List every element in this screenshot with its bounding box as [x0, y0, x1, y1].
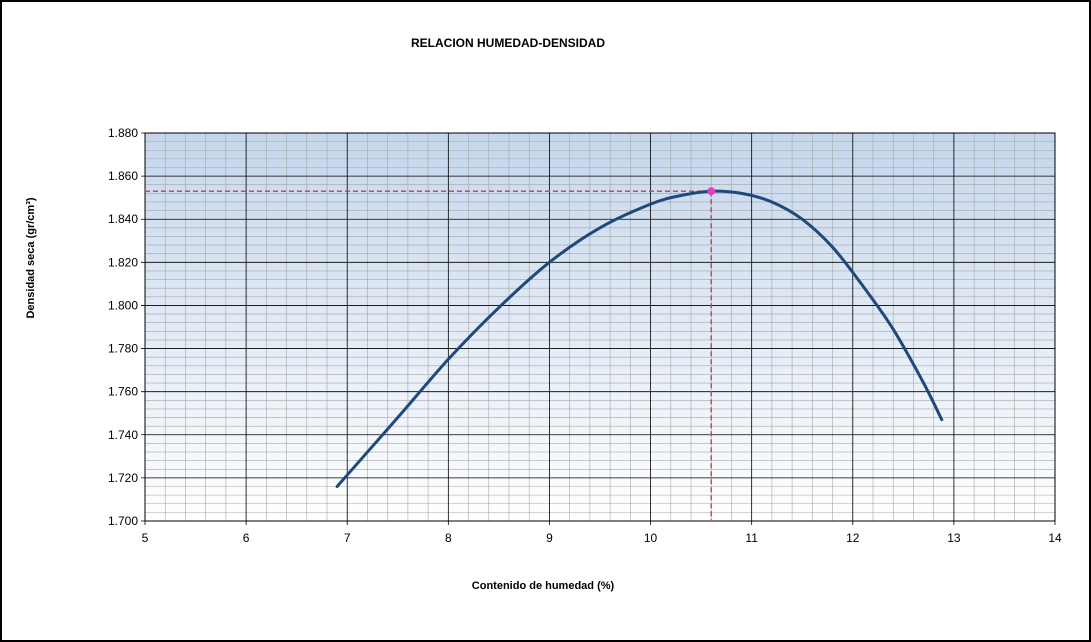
x-tick-label: 13	[947, 531, 961, 545]
plot-border	[144, 132, 1056, 522]
y-tick-label: 1.800	[108, 298, 138, 312]
y-tick-label: 1.860	[108, 169, 138, 183]
minor-gridlines	[145, 133, 1055, 521]
x-tick-label: 7	[344, 531, 351, 545]
x-tick-label: 5	[142, 531, 149, 545]
y-tick-label: 1.760	[108, 385, 138, 399]
x-tick-label: 6	[243, 531, 250, 545]
x-tick-label: 12	[846, 531, 860, 545]
y-tick-label: 1.840	[108, 212, 138, 226]
y-tick-label: 1.720	[108, 471, 138, 485]
y-tick-label: 1.880	[108, 126, 138, 140]
y-tick-labels: 1.700 1.720 1.740 1.760 1.780 1.800 1.820 1.840…	[108, 126, 138, 528]
plot-area	[145, 133, 1055, 521]
major-gridlines	[141, 132, 1056, 525]
y-tick-label: 1.780	[108, 342, 138, 356]
y-tick-label: 1.740	[108, 428, 138, 442]
y-tick-label: 1.700	[108, 514, 138, 528]
x-tick-label: 9	[546, 531, 553, 545]
x-tick-label: 14	[1048, 531, 1062, 545]
y-tick-label: 1.820	[108, 255, 138, 269]
x-tick-labels: 5 6 7 8 9 10 11 12 13 14	[142, 531, 1062, 545]
series-line	[335, 189, 944, 488]
optimum-guides	[145, 190, 712, 521]
x-tick-label: 10	[644, 531, 658, 545]
y-axis-label: Densidad seca (gr/cm³)	[25, 197, 37, 318]
x-axis-label: Contenido de humedad (%)	[472, 580, 615, 592]
x-tick-label: 8	[445, 531, 452, 545]
x-tick-label: 11	[745, 531, 758, 545]
optimum-marker	[707, 187, 716, 196]
chart-title: RELACION HUMEDAD-DENSIDAD	[411, 36, 605, 50]
